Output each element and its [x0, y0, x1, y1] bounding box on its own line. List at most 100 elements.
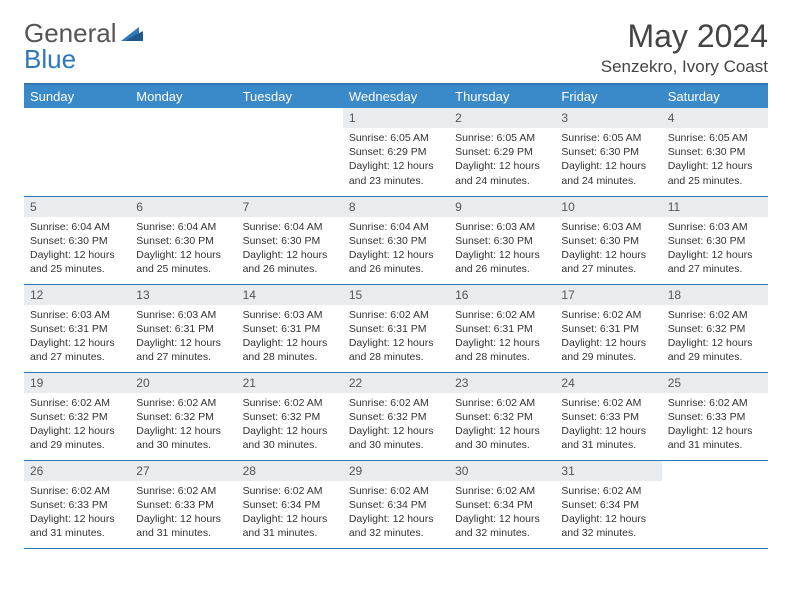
daylight-text: Daylight: 12 hours and 32 minutes.	[455, 512, 549, 540]
daylight-text: Daylight: 12 hours and 26 minutes.	[349, 248, 443, 276]
day-number: 14	[237, 285, 343, 305]
sunset-text: Sunset: 6:29 PM	[455, 145, 549, 159]
sunset-text: Sunset: 6:30 PM	[30, 234, 124, 248]
daylight-text: Daylight: 12 hours and 26 minutes.	[243, 248, 337, 276]
sunrise-text: Sunrise: 6:02 AM	[455, 308, 549, 322]
calendar-day-cell: 20Sunrise: 6:02 AMSunset: 6:32 PMDayligh…	[130, 372, 236, 460]
sunrise-text: Sunrise: 6:02 AM	[668, 396, 762, 410]
day-header: Wednesday	[343, 84, 449, 108]
day-content: Sunrise: 6:02 AMSunset: 6:32 PMDaylight:…	[449, 393, 555, 456]
calendar-day-cell: 10Sunrise: 6:03 AMSunset: 6:30 PMDayligh…	[555, 196, 661, 284]
sunset-text: Sunset: 6:31 PM	[349, 322, 443, 336]
calendar-day-cell: 9Sunrise: 6:03 AMSunset: 6:30 PMDaylight…	[449, 196, 555, 284]
page-header: General May 2024 Senzekro, Ivory Coast	[24, 18, 768, 77]
day-content: Sunrise: 6:03 AMSunset: 6:30 PMDaylight:…	[555, 217, 661, 280]
day-content: Sunrise: 6:03 AMSunset: 6:31 PMDaylight:…	[24, 305, 130, 368]
sunrise-text: Sunrise: 6:02 AM	[30, 484, 124, 498]
calendar-day-cell: 23Sunrise: 6:02 AMSunset: 6:32 PMDayligh…	[449, 372, 555, 460]
day-number: 31	[555, 461, 661, 481]
day-header: Thursday	[449, 84, 555, 108]
daylight-text: Daylight: 12 hours and 30 minutes.	[455, 424, 549, 452]
calendar-day-cell: 24Sunrise: 6:02 AMSunset: 6:33 PMDayligh…	[555, 372, 661, 460]
calendar-day-cell: 29Sunrise: 6:02 AMSunset: 6:34 PMDayligh…	[343, 460, 449, 548]
sunset-text: Sunset: 6:31 PM	[30, 322, 124, 336]
sunset-text: Sunset: 6:32 PM	[243, 410, 337, 424]
daylight-text: Daylight: 12 hours and 24 minutes.	[455, 159, 549, 187]
daylight-text: Daylight: 12 hours and 28 minutes.	[243, 336, 337, 364]
day-number: 29	[343, 461, 449, 481]
sunset-text: Sunset: 6:32 PM	[349, 410, 443, 424]
day-number: 10	[555, 197, 661, 217]
calendar-day-cell: 16Sunrise: 6:02 AMSunset: 6:31 PMDayligh…	[449, 284, 555, 372]
day-content: Sunrise: 6:03 AMSunset: 6:30 PMDaylight:…	[662, 217, 768, 280]
calendar-day-cell: 11Sunrise: 6:03 AMSunset: 6:30 PMDayligh…	[662, 196, 768, 284]
daylight-text: Daylight: 12 hours and 29 minutes.	[668, 336, 762, 364]
day-number: 9	[449, 197, 555, 217]
day-number: 17	[555, 285, 661, 305]
daylight-text: Daylight: 12 hours and 25 minutes.	[668, 159, 762, 187]
daylight-text: Daylight: 12 hours and 31 minutes.	[243, 512, 337, 540]
sunset-text: Sunset: 6:30 PM	[668, 234, 762, 248]
sunrise-text: Sunrise: 6:02 AM	[136, 484, 230, 498]
calendar-day-cell: ..	[130, 108, 236, 196]
daylight-text: Daylight: 12 hours and 26 minutes.	[455, 248, 549, 276]
sunrise-text: Sunrise: 6:03 AM	[561, 220, 655, 234]
daylight-text: Daylight: 12 hours and 25 minutes.	[136, 248, 230, 276]
sunset-text: Sunset: 6:33 PM	[561, 410, 655, 424]
calendar-week-row: 5Sunrise: 6:04 AMSunset: 6:30 PMDaylight…	[24, 196, 768, 284]
day-content: Sunrise: 6:04 AMSunset: 6:30 PMDaylight:…	[237, 217, 343, 280]
sunrise-text: Sunrise: 6:02 AM	[668, 308, 762, 322]
calendar-day-cell: 30Sunrise: 6:02 AMSunset: 6:34 PMDayligh…	[449, 460, 555, 548]
day-content: Sunrise: 6:04 AMSunset: 6:30 PMDaylight:…	[343, 217, 449, 280]
daylight-text: Daylight: 12 hours and 27 minutes.	[561, 248, 655, 276]
daylight-text: Daylight: 12 hours and 31 minutes.	[136, 512, 230, 540]
sunrise-text: Sunrise: 6:02 AM	[349, 484, 443, 498]
sunrise-text: Sunrise: 6:05 AM	[561, 131, 655, 145]
sunset-text: Sunset: 6:31 PM	[455, 322, 549, 336]
day-header: Sunday	[24, 84, 130, 108]
daylight-text: Daylight: 12 hours and 31 minutes.	[668, 424, 762, 452]
calendar-day-cell: 1Sunrise: 6:05 AMSunset: 6:29 PMDaylight…	[343, 108, 449, 196]
day-number: 19	[24, 373, 130, 393]
day-number: 3	[555, 108, 661, 128]
sunrise-text: Sunrise: 6:03 AM	[668, 220, 762, 234]
daylight-text: Daylight: 12 hours and 31 minutes.	[30, 512, 124, 540]
calendar-week-row: 26Sunrise: 6:02 AMSunset: 6:33 PMDayligh…	[24, 460, 768, 548]
calendar-day-cell: 6Sunrise: 6:04 AMSunset: 6:30 PMDaylight…	[130, 196, 236, 284]
sunset-text: Sunset: 6:33 PM	[136, 498, 230, 512]
day-number: 24	[555, 373, 661, 393]
calendar-week-row: 19Sunrise: 6:02 AMSunset: 6:32 PMDayligh…	[24, 372, 768, 460]
daylight-text: Daylight: 12 hours and 28 minutes.	[455, 336, 549, 364]
day-content: Sunrise: 6:02 AMSunset: 6:32 PMDaylight:…	[662, 305, 768, 368]
daylight-text: Daylight: 12 hours and 24 minutes.	[561, 159, 655, 187]
day-number: 12	[24, 285, 130, 305]
day-number: 7	[237, 197, 343, 217]
sunset-text: Sunset: 6:34 PM	[561, 498, 655, 512]
daylight-text: Daylight: 12 hours and 28 minutes.	[349, 336, 443, 364]
sunrise-text: Sunrise: 6:03 AM	[30, 308, 124, 322]
day-content: Sunrise: 6:02 AMSunset: 6:33 PMDaylight:…	[24, 481, 130, 544]
sunrise-text: Sunrise: 6:02 AM	[561, 308, 655, 322]
day-content: Sunrise: 6:02 AMSunset: 6:34 PMDaylight:…	[555, 481, 661, 544]
daylight-text: Daylight: 12 hours and 27 minutes.	[30, 336, 124, 364]
sunrise-text: Sunrise: 6:03 AM	[136, 308, 230, 322]
daylight-text: Daylight: 12 hours and 30 minutes.	[136, 424, 230, 452]
daylight-text: Daylight: 12 hours and 27 minutes.	[668, 248, 762, 276]
day-content: Sunrise: 6:03 AMSunset: 6:31 PMDaylight:…	[130, 305, 236, 368]
daylight-text: Daylight: 12 hours and 30 minutes.	[243, 424, 337, 452]
day-content: Sunrise: 6:02 AMSunset: 6:34 PMDaylight:…	[343, 481, 449, 544]
sunrise-text: Sunrise: 6:04 AM	[349, 220, 443, 234]
sunrise-text: Sunrise: 6:04 AM	[136, 220, 230, 234]
day-number: 30	[449, 461, 555, 481]
sunset-text: Sunset: 6:30 PM	[455, 234, 549, 248]
calendar-day-cell: 3Sunrise: 6:05 AMSunset: 6:30 PMDaylight…	[555, 108, 661, 196]
day-header: Tuesday	[237, 84, 343, 108]
sunrise-text: Sunrise: 6:02 AM	[136, 396, 230, 410]
sunset-text: Sunset: 6:30 PM	[561, 234, 655, 248]
day-number: 18	[662, 285, 768, 305]
sunset-text: Sunset: 6:31 PM	[136, 322, 230, 336]
day-number: 21	[237, 373, 343, 393]
calendar-day-cell: 19Sunrise: 6:02 AMSunset: 6:32 PMDayligh…	[24, 372, 130, 460]
sunrise-text: Sunrise: 6:02 AM	[243, 484, 337, 498]
sunset-text: Sunset: 6:32 PM	[668, 322, 762, 336]
